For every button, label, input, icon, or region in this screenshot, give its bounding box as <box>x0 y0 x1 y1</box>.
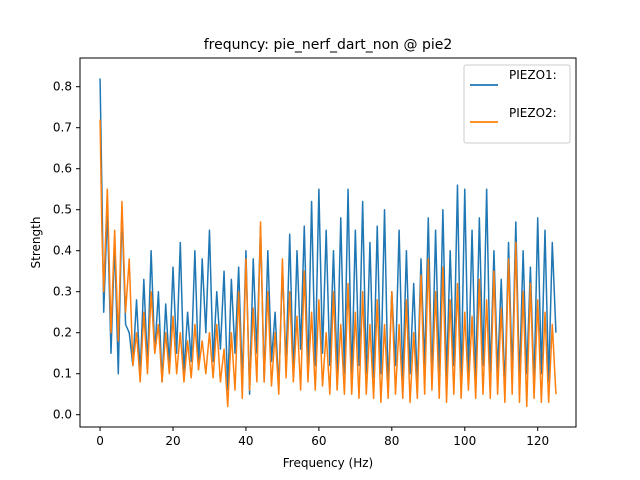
x-tick-label: 80 <box>384 434 399 448</box>
legend-label-piezo1: PIEZO1: <box>509 68 557 82</box>
axes-frame <box>79 57 577 428</box>
series-layer <box>99 78 557 408</box>
y-axis: 0.0 0.1 0.2 0.3 0.4 0.5 0.6 0.7 0.8 <box>53 80 80 422</box>
series-line-piezo2 <box>99 119 557 408</box>
y-axis-label: Strength <box>29 217 43 269</box>
x-tick-label: 0 <box>96 434 104 448</box>
x-tick-label: 120 <box>526 434 549 448</box>
y-tick-label: 0.5 <box>53 203 72 217</box>
y-tick-label: 0.8 <box>53 80 72 94</box>
x-tick-label: 40 <box>238 434 253 448</box>
y-tick-label: 0.3 <box>53 285 72 299</box>
x-axis: 0 20 40 60 80 100 120 <box>96 427 549 448</box>
x-tick-label: 100 <box>453 434 476 448</box>
legend: PIEZO1: PIEZO2: <box>463 64 571 144</box>
y-tick-label: 0.6 <box>53 162 72 176</box>
x-tick-label: 60 <box>311 434 326 448</box>
y-tick-label: 0.0 <box>53 408 72 422</box>
y-tick-label: 0.1 <box>53 367 72 381</box>
chart-title: frequncy: pie_nerf_dart_non @ pie2 <box>204 37 453 53</box>
y-tick-label: 0.7 <box>53 121 72 135</box>
y-tick-label: 0.4 <box>53 244 72 258</box>
legend-label-piezo2: PIEZO2: <box>509 106 557 120</box>
y-tick-label: 0.2 <box>53 326 72 340</box>
x-tick-label: 20 <box>165 434 180 448</box>
series-line-piezo1 <box>99 78 557 395</box>
x-axis-label: Frequency (Hz) <box>283 456 374 470</box>
